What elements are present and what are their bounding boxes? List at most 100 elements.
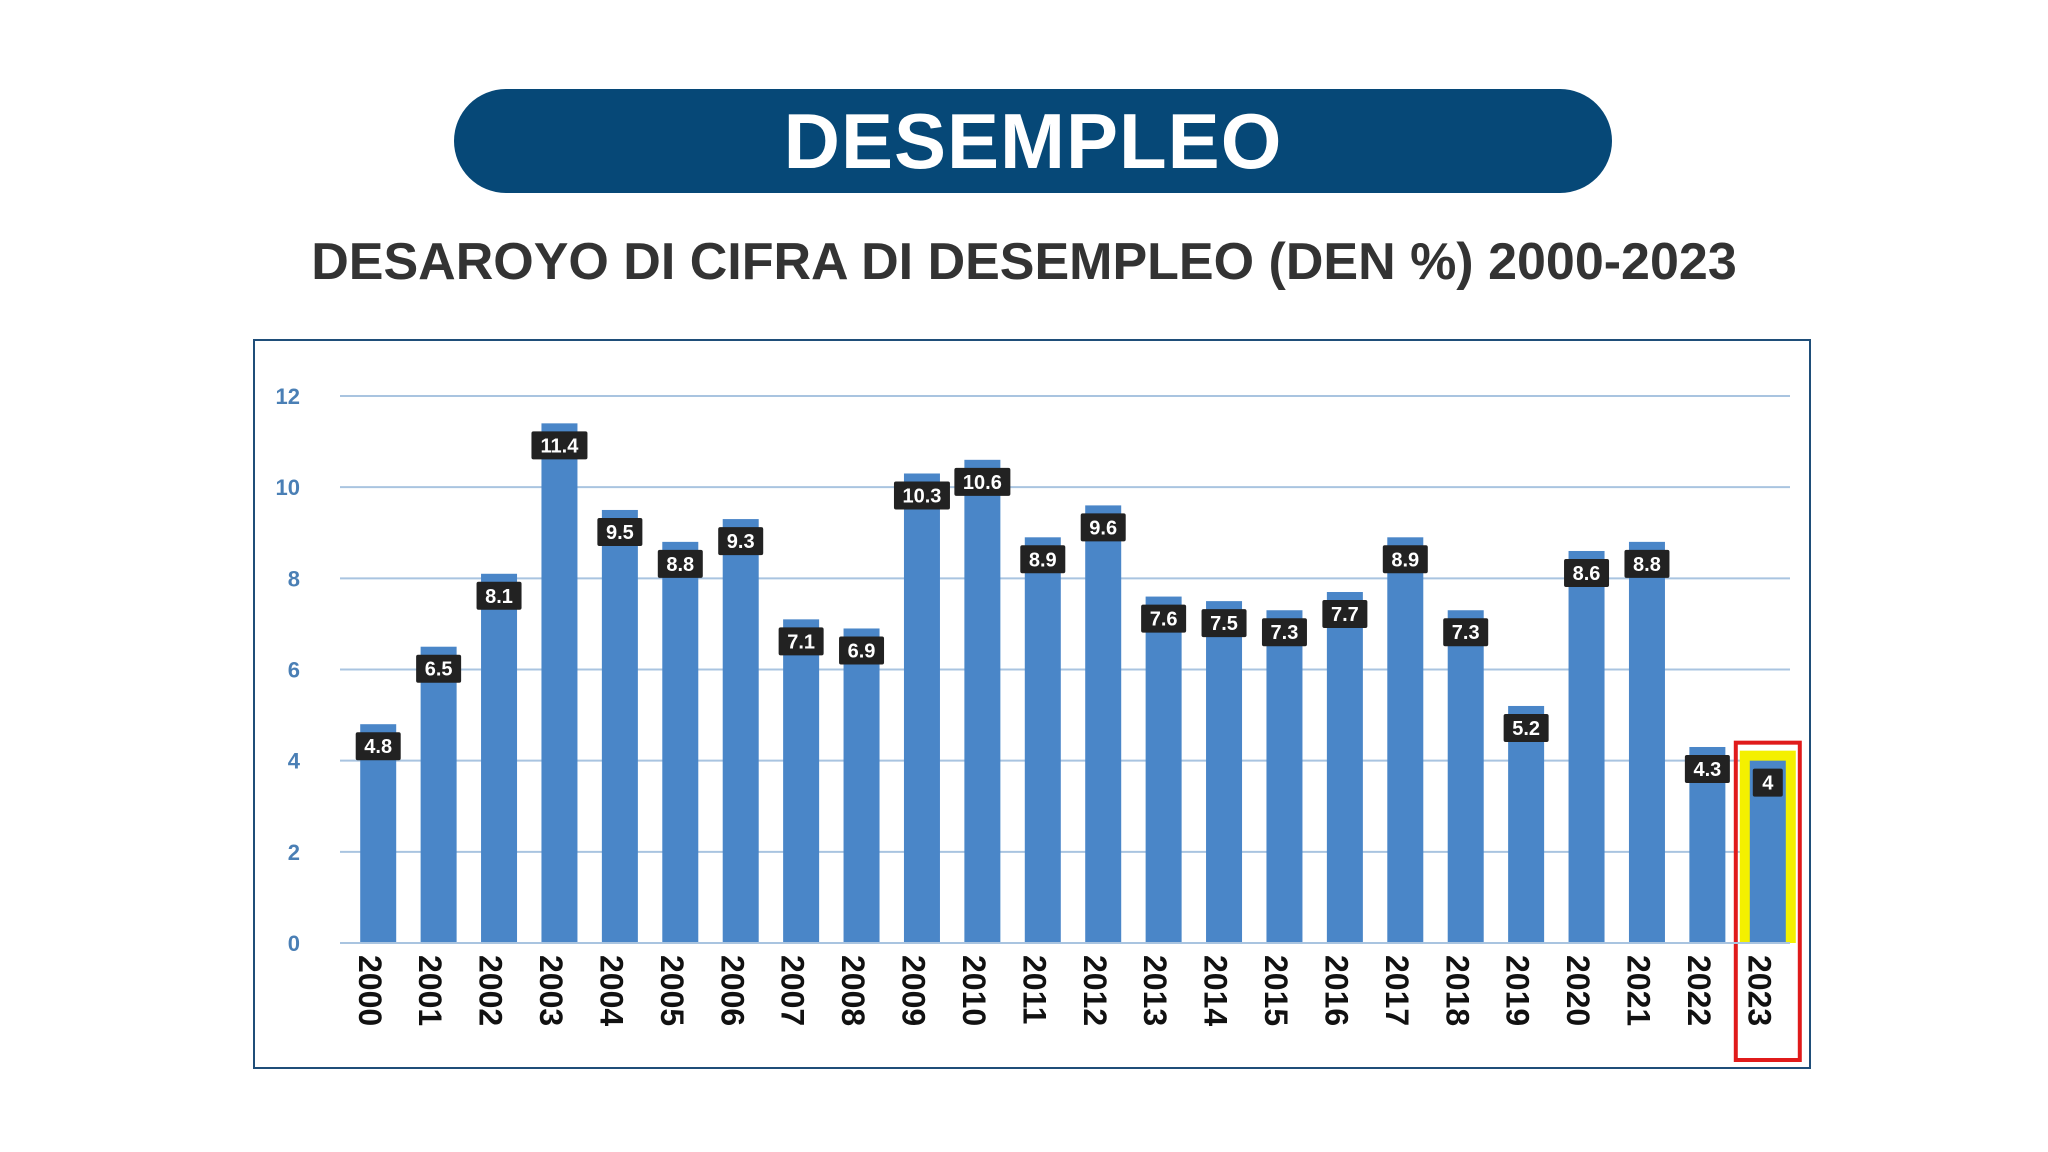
data-label: 8.9 (1391, 549, 1419, 571)
data-label: 9.3 (727, 531, 755, 553)
data-label-box (657, 549, 703, 578)
bar (662, 541, 699, 943)
y-tick-label: 4 (288, 749, 301, 774)
bar (1447, 610, 1484, 943)
data-label-box (1443, 618, 1489, 647)
data-label-box (1261, 618, 1307, 647)
x-tick-label: 2000 (352, 955, 388, 1026)
y-tick-label: 12 (276, 384, 300, 409)
data-label-box (778, 627, 824, 656)
data-label: 6.5 (425, 659, 453, 681)
data-label-box (839, 636, 885, 665)
x-tick-label: 2003 (533, 955, 569, 1026)
data-label-box (1322, 600, 1368, 629)
data-label: 8.8 (1633, 554, 1661, 576)
bar (783, 619, 820, 943)
x-tick-label: 2005 (654, 955, 690, 1026)
data-label-box (1624, 549, 1670, 578)
data-label-box (1141, 604, 1187, 633)
data-label: 8.1 (485, 586, 513, 608)
x-tick-label: 2009 (896, 955, 932, 1026)
data-label: 5.2 (1512, 718, 1540, 740)
bar (1024, 537, 1061, 943)
bar (481, 573, 518, 943)
bar (601, 509, 638, 943)
x-tick-label: 2001 (412, 955, 448, 1026)
data-label: 4.8 (364, 736, 392, 758)
data-label: 6.9 (848, 640, 876, 662)
bar (1508, 705, 1545, 943)
data-label: 7.3 (1271, 622, 1299, 644)
data-label-box (1684, 754, 1730, 783)
bar (1206, 601, 1243, 943)
bar (1568, 550, 1605, 943)
y-tick-label: 0 (288, 931, 300, 956)
x-tick-label: 2007 (775, 955, 811, 1026)
data-label-box (1564, 558, 1610, 587)
bar (1145, 596, 1182, 943)
bar (420, 646, 457, 943)
data-label-box (718, 527, 764, 556)
data-label: 10.6 (963, 472, 1002, 494)
data-label-box (893, 481, 950, 510)
data-label: 4 (1762, 773, 1774, 795)
data-label-box (1752, 768, 1783, 797)
x-tick-label: 2004 (593, 955, 629, 1026)
page-title: DESEMPLEO (783, 96, 1283, 185)
data-label-box (355, 732, 401, 761)
chart-subtitle: DESAROYO DI CIFRA DI DESEMPLEO (DEN %) 2… (311, 233, 1737, 291)
bar (360, 724, 397, 943)
y-tick-label: 2 (288, 840, 300, 865)
highlight-border (1733, 740, 1802, 1063)
data-label: 9.6 (1089, 517, 1117, 539)
x-tick-label: 2018 (1439, 955, 1475, 1026)
bar (1387, 537, 1424, 943)
x-tick-label: 2011 (1016, 955, 1052, 1024)
y-tick-label: 6 (288, 658, 300, 683)
data-label-box (1201, 609, 1247, 638)
y-tick-label: 8 (288, 566, 300, 591)
x-tick-label: 2006 (714, 955, 750, 1026)
bar (722, 519, 759, 943)
x-tick-label: 2017 (1379, 955, 1415, 1026)
title-banner: DESEMPLEO (454, 89, 1612, 193)
data-label: 8.8 (666, 554, 694, 576)
bar (903, 473, 940, 943)
data-label: 9.5 (606, 522, 634, 544)
data-label: 8.9 (1029, 549, 1057, 571)
bar (964, 459, 1001, 943)
bar (1326, 592, 1363, 943)
chart-frame (253, 339, 1811, 1069)
data-label: 7.3 (1452, 622, 1480, 644)
data-label-box (1080, 513, 1126, 542)
bar (1266, 610, 1303, 943)
x-tick-label: 2013 (1137, 955, 1173, 1026)
x-tick-label: 2020 (1560, 955, 1596, 1026)
data-label-box (1382, 545, 1428, 574)
data-label: 7.5 (1210, 613, 1238, 635)
x-tick-label: 2010 (956, 955, 992, 1026)
x-tick-label: 2008 (835, 955, 871, 1026)
x-tick-label: 2023 (1741, 955, 1777, 1026)
data-label-box (1020, 545, 1066, 574)
x-tick-label: 2014 (1198, 955, 1234, 1026)
bar (1085, 505, 1122, 943)
data-label-box (597, 517, 643, 546)
x-tick-label: 2012 (1077, 955, 1113, 1026)
data-label-box (531, 431, 588, 460)
bar (843, 628, 880, 943)
data-label: 7.6 (1150, 609, 1178, 631)
x-tick-label: 2002 (473, 955, 509, 1026)
y-tick-label: 10 (276, 475, 300, 500)
x-tick-label: 2022 (1681, 955, 1717, 1026)
x-tick-label: 2019 (1500, 955, 1536, 1026)
data-label: 7.1 (787, 631, 815, 653)
bar (541, 423, 578, 944)
data-label: 7.7 (1331, 604, 1359, 626)
data-label-box (416, 654, 462, 683)
data-label: 4.3 (1693, 759, 1721, 781)
data-label: 11.4 (541, 435, 580, 457)
data-label-box (954, 467, 1011, 496)
x-tick-label: 2016 (1318, 955, 1354, 1026)
